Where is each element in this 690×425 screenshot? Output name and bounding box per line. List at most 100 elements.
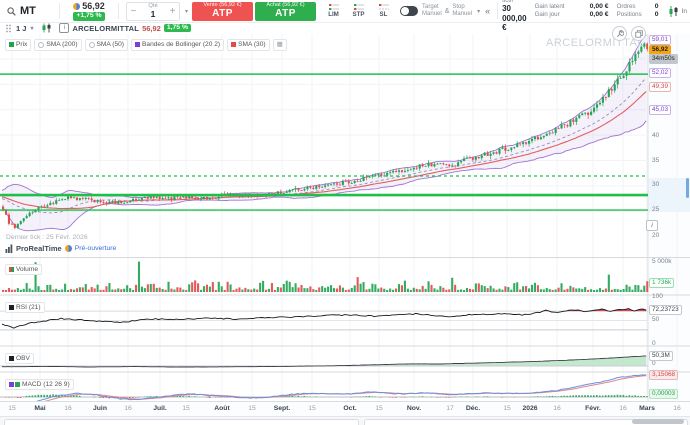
- volume-legend[interactable]: Volume: [5, 259, 42, 277]
- quantity-stepper: − Qté 1 +: [126, 1, 180, 21]
- x-tick: 15: [503, 405, 511, 412]
- target-stop-settings[interactable]: Target Manuel & Stop Manuel ▾: [422, 4, 481, 17]
- duplicate-window-button[interactable]: [631, 26, 646, 41]
- legend-chip-3[interactable]: Bandes de Bollinger (20 2): [131, 39, 225, 51]
- target-stop-toggle[interactable]: [400, 6, 419, 16]
- positions-count: 0: [654, 11, 659, 18]
- tab-price: 56,92: [142, 23, 161, 33]
- timeframe-caret: ▾: [30, 25, 34, 32]
- prorealtime-logo-icon: [5, 244, 13, 253]
- sell-button[interactable]: Vente (56,92 €) ATP: [192, 1, 254, 21]
- wrench-icon: [616, 29, 624, 37]
- x-tick: Mai: [34, 405, 46, 412]
- volume-marker: [9, 267, 14, 272]
- legend-chip-0[interactable]: Prix: [5, 39, 32, 51]
- x-tick: 16: [619, 405, 627, 412]
- legend-chip-2[interactable]: SMA (50): [84, 39, 128, 51]
- chart-type-icon[interactable]: [40, 23, 53, 33]
- legend-marker: [9, 42, 14, 48]
- legend-marker: [88, 41, 95, 48]
- candlestick-chart-icon: [669, 5, 678, 17]
- preopen-status-icon: [64, 245, 72, 252]
- portfolio-chart-button[interactable]: In: [667, 5, 690, 18]
- macd-legend[interactable]: MACD (12 26 9): [5, 374, 74, 392]
- divider: [118, 3, 119, 19]
- stop-order-icon: [353, 4, 364, 11]
- gain-jour-value: 0,00 €: [589, 11, 609, 18]
- qty-plus-button[interactable]: +: [169, 5, 176, 17]
- hidden-panel-edge: [4, 419, 359, 425]
- brand-row: ProRealTime Pré-ouverture: [5, 244, 116, 253]
- x-tick: Nov.: [406, 405, 422, 412]
- stop-order-button[interactable]: STP: [346, 3, 371, 18]
- qty-dropdown-caret[interactable]: ▾: [185, 8, 189, 15]
- limit-order-button[interactable]: LIM: [321, 3, 346, 18]
- obv-marker: [9, 356, 14, 361]
- divider: [59, 3, 60, 19]
- x-tick: Oct.: [343, 405, 357, 412]
- instrument-info-icon[interactable]: i: [59, 23, 70, 33]
- collapse-panel-button[interactable]: «: [485, 6, 491, 16]
- tab-arcelormittal[interactable]: i ARCELORMITTAL 56,92 1,75 %: [59, 23, 192, 33]
- buy-button[interactable]: Achat (56,92 €) ATP: [255, 1, 317, 21]
- x-tick: 2026: [522, 405, 538, 412]
- gain-latent-value: 0,00 €: [589, 2, 609, 10]
- x-tick: 15: [248, 405, 256, 412]
- x-tick: 16: [124, 405, 132, 412]
- x-tick: Sept.: [273, 405, 291, 412]
- x-tick: 15: [182, 405, 190, 412]
- time-axis[interactable]: 15 Mai 16 Juin 16 Juil. 15 Août 15 Sept. 15 Oct. 15 N…: [0, 401, 690, 417]
- legend-chip-4[interactable]: SMA (30): [227, 39, 270, 51]
- axis-info-button[interactable]: i: [646, 220, 658, 231]
- x-tick: 15: [375, 405, 383, 412]
- legend-marker: [38, 41, 45, 48]
- target-stop-caret[interactable]: ▾: [477, 8, 481, 15]
- orders-block: Ordres 0 Positions 0: [616, 2, 659, 18]
- x-tick: 16: [64, 405, 72, 412]
- hidden-panel-edge: [364, 419, 688, 425]
- account-stats: Port. fictif 30 000,00 € Gain latent 0,0…: [502, 0, 690, 32]
- legend-chip-1[interactable]: SMA (200): [34, 39, 82, 51]
- brand-label: ProRealTime: [16, 244, 62, 253]
- bottom-strip: [0, 417, 690, 425]
- x-tick: 17: [446, 405, 454, 412]
- legend-chip-5[interactable]: ▦: [272, 39, 287, 51]
- x-tick: Juin: [93, 405, 107, 412]
- last-tick-label: Dernier tick : 25 Févr. 2026: [6, 234, 88, 241]
- obv-legend[interactable]: OBV: [5, 348, 34, 366]
- grip-icon[interactable]: [5, 24, 12, 33]
- windows-icon: [634, 29, 643, 38]
- timeframe-selector[interactable]: 1 J ▾: [16, 23, 34, 33]
- legend-marker: [231, 42, 237, 48]
- orders-count: 0: [654, 2, 659, 10]
- change-badge: +1,75 %: [73, 12, 105, 21]
- horizontal-scrollbar-thumb[interactable]: [632, 418, 684, 424]
- x-tick: Déc.: [465, 405, 481, 412]
- stop-loss-button[interactable]: SL: [371, 3, 396, 18]
- x-tick: Mars: [639, 405, 655, 412]
- macd-marker-1: [9, 382, 14, 387]
- symbol-label: MT: [20, 5, 36, 17]
- search-icon: [7, 6, 16, 16]
- tab-bar: 1 J ▾ i ARCELORMITTAL 56,92 1,75 %: [0, 22, 690, 34]
- macd-marker-2: [15, 382, 20, 387]
- rsi-legend[interactable]: RSI (21): [5, 297, 45, 315]
- divider: [497, 3, 499, 19]
- portfolio-value: 30 000,00 €: [502, 4, 527, 32]
- chart-settings-button[interactable]: [612, 26, 627, 41]
- qty-minus-button[interactable]: −: [130, 5, 137, 17]
- instrument-search[interactable]: MT: [0, 5, 55, 17]
- x-tick: 16: [553, 405, 561, 412]
- vertical-scrollbar-thumb[interactable]: [685, 178, 689, 198]
- tab-change-badge: 1,75 %: [163, 23, 192, 33]
- portfolio-label: Port. fictif: [502, 0, 514, 5]
- limit-order-icon: [328, 4, 339, 11]
- stop-loss-icon: [378, 4, 389, 10]
- legend-marker: [135, 42, 140, 48]
- x-tick: Févr.: [585, 405, 601, 412]
- qty-value[interactable]: 1: [150, 8, 156, 19]
- top-toolbar: MT 56,92 +1,75 % − Qté 1 + ▾ Vente (56,9…: [0, 0, 690, 32]
- preopen-label[interactable]: Pré-ouverture: [74, 245, 117, 252]
